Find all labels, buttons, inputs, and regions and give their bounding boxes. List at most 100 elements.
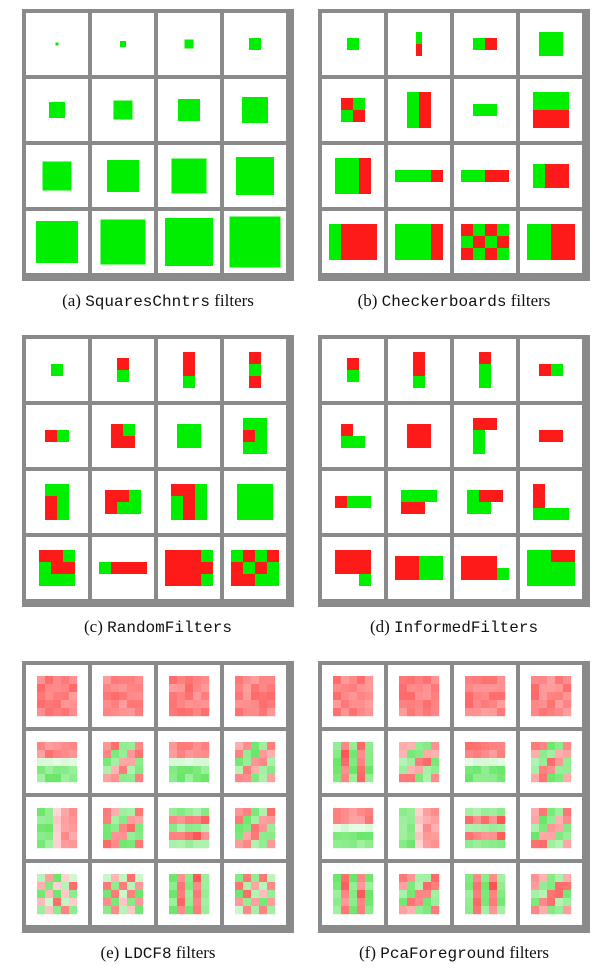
filter-illustration <box>465 808 506 849</box>
filter-cell <box>224 211 286 273</box>
filter-cell <box>158 13 220 75</box>
filter-cell <box>26 863 88 925</box>
filter-illustration <box>111 424 135 448</box>
panel-label: (a) <box>62 291 81 310</box>
filter-illustration <box>103 808 144 849</box>
filter-illustration <box>467 490 503 514</box>
filter-illustration <box>347 38 359 50</box>
panel-code-name: PcaForeground <box>380 945 506 963</box>
filter-illustration <box>99 562 147 574</box>
filter-cell <box>158 797 220 859</box>
panel-squareschntrs: (a) SquaresChntrs filters <box>22 9 294 311</box>
filter-cell <box>520 145 582 207</box>
panel-randomfilters: (c) RandomFilters <box>22 335 294 637</box>
filter-cell <box>388 863 450 925</box>
filter-illustration <box>249 352 261 388</box>
filter-illustration <box>103 742 144 783</box>
filter-grid <box>22 661 294 933</box>
panel-caption: (a) SquaresChntrs filters <box>22 291 294 311</box>
filter-illustration <box>479 352 491 388</box>
filter-cell <box>322 731 384 793</box>
filter-illustration <box>169 742 210 783</box>
filter-illustration <box>51 364 63 376</box>
panel-label: (f) <box>359 943 376 962</box>
filter-illustration <box>329 224 377 260</box>
filter-illustration <box>49 102 65 118</box>
filter-cell <box>26 79 88 141</box>
filter-illustration <box>347 358 359 382</box>
panel-label: (b) <box>357 291 378 310</box>
filter-cell <box>92 665 154 727</box>
filter-illustration <box>395 556 443 580</box>
filter-illustration <box>465 742 506 783</box>
filter-cell <box>92 863 154 925</box>
filter-illustration <box>243 418 267 454</box>
filter-cell <box>388 339 450 401</box>
filter-cell <box>26 665 88 727</box>
filter-illustration <box>105 490 141 514</box>
filter-cell <box>224 145 286 207</box>
filter-illustration <box>242 97 268 123</box>
filter-cell <box>26 145 88 207</box>
filter-illustration <box>335 550 371 586</box>
filter-cell <box>454 471 516 533</box>
filter-cell <box>388 79 450 141</box>
filter-cell <box>454 79 516 141</box>
filter-cell <box>520 665 582 727</box>
filter-cell <box>26 211 88 273</box>
filter-cell <box>520 79 582 141</box>
filter-cell <box>520 537 582 599</box>
filter-cell <box>158 405 220 467</box>
filter-illustration <box>407 92 431 128</box>
panel-label: (e) <box>100 943 120 962</box>
filter-cell <box>92 797 154 859</box>
panel-caption: (c) RandomFilters <box>22 617 294 637</box>
filter-cell <box>454 537 516 599</box>
filter-cell <box>158 537 220 599</box>
filter-illustration <box>37 874 78 915</box>
filter-cell <box>224 863 286 925</box>
panel-label: (c) <box>84 617 103 636</box>
filter-illustration <box>169 874 210 915</box>
filter-cell <box>26 797 88 859</box>
filter-illustration <box>416 32 422 56</box>
panel-code-name: LDCF8 <box>123 945 172 963</box>
filter-cell <box>520 211 582 273</box>
filter-cell <box>158 79 220 141</box>
filter-cell <box>520 13 582 75</box>
filter-cell <box>322 145 384 207</box>
filter-illustration <box>169 676 210 717</box>
filter-illustration <box>341 424 365 448</box>
filter-cell <box>454 797 516 859</box>
filter-cell <box>454 863 516 925</box>
filter-illustration <box>165 218 213 266</box>
filter-cell <box>454 405 516 467</box>
filter-cell <box>224 79 286 141</box>
filter-cell <box>224 339 286 401</box>
filter-cell <box>158 665 220 727</box>
filter-cell <box>454 665 516 727</box>
filter-illustration <box>461 556 509 580</box>
filter-cell <box>92 405 154 467</box>
filter-cell <box>322 79 384 141</box>
filter-illustration <box>103 676 144 717</box>
filter-grid <box>318 9 590 281</box>
panel-caption: (e) LDCF8 filters <box>22 943 294 963</box>
filter-illustration <box>473 418 497 454</box>
filter-illustration <box>45 430 69 442</box>
panel-code-name: SquaresChntrs <box>85 293 211 311</box>
filter-cell <box>92 145 154 207</box>
panel-ldcf8: (e) LDCF8 filters <box>22 661 294 963</box>
filter-cell <box>520 471 582 533</box>
filter-cell <box>454 211 516 273</box>
filter-illustration <box>399 676 440 717</box>
filter-illustration <box>333 808 374 849</box>
filter-cell <box>454 731 516 793</box>
filter-illustration <box>527 224 575 260</box>
filter-cell <box>92 339 154 401</box>
filter-illustration <box>36 221 78 263</box>
filter-illustration <box>531 808 572 849</box>
filter-illustration <box>335 496 371 508</box>
filter-cell <box>322 405 384 467</box>
filter-illustration <box>473 104 497 116</box>
